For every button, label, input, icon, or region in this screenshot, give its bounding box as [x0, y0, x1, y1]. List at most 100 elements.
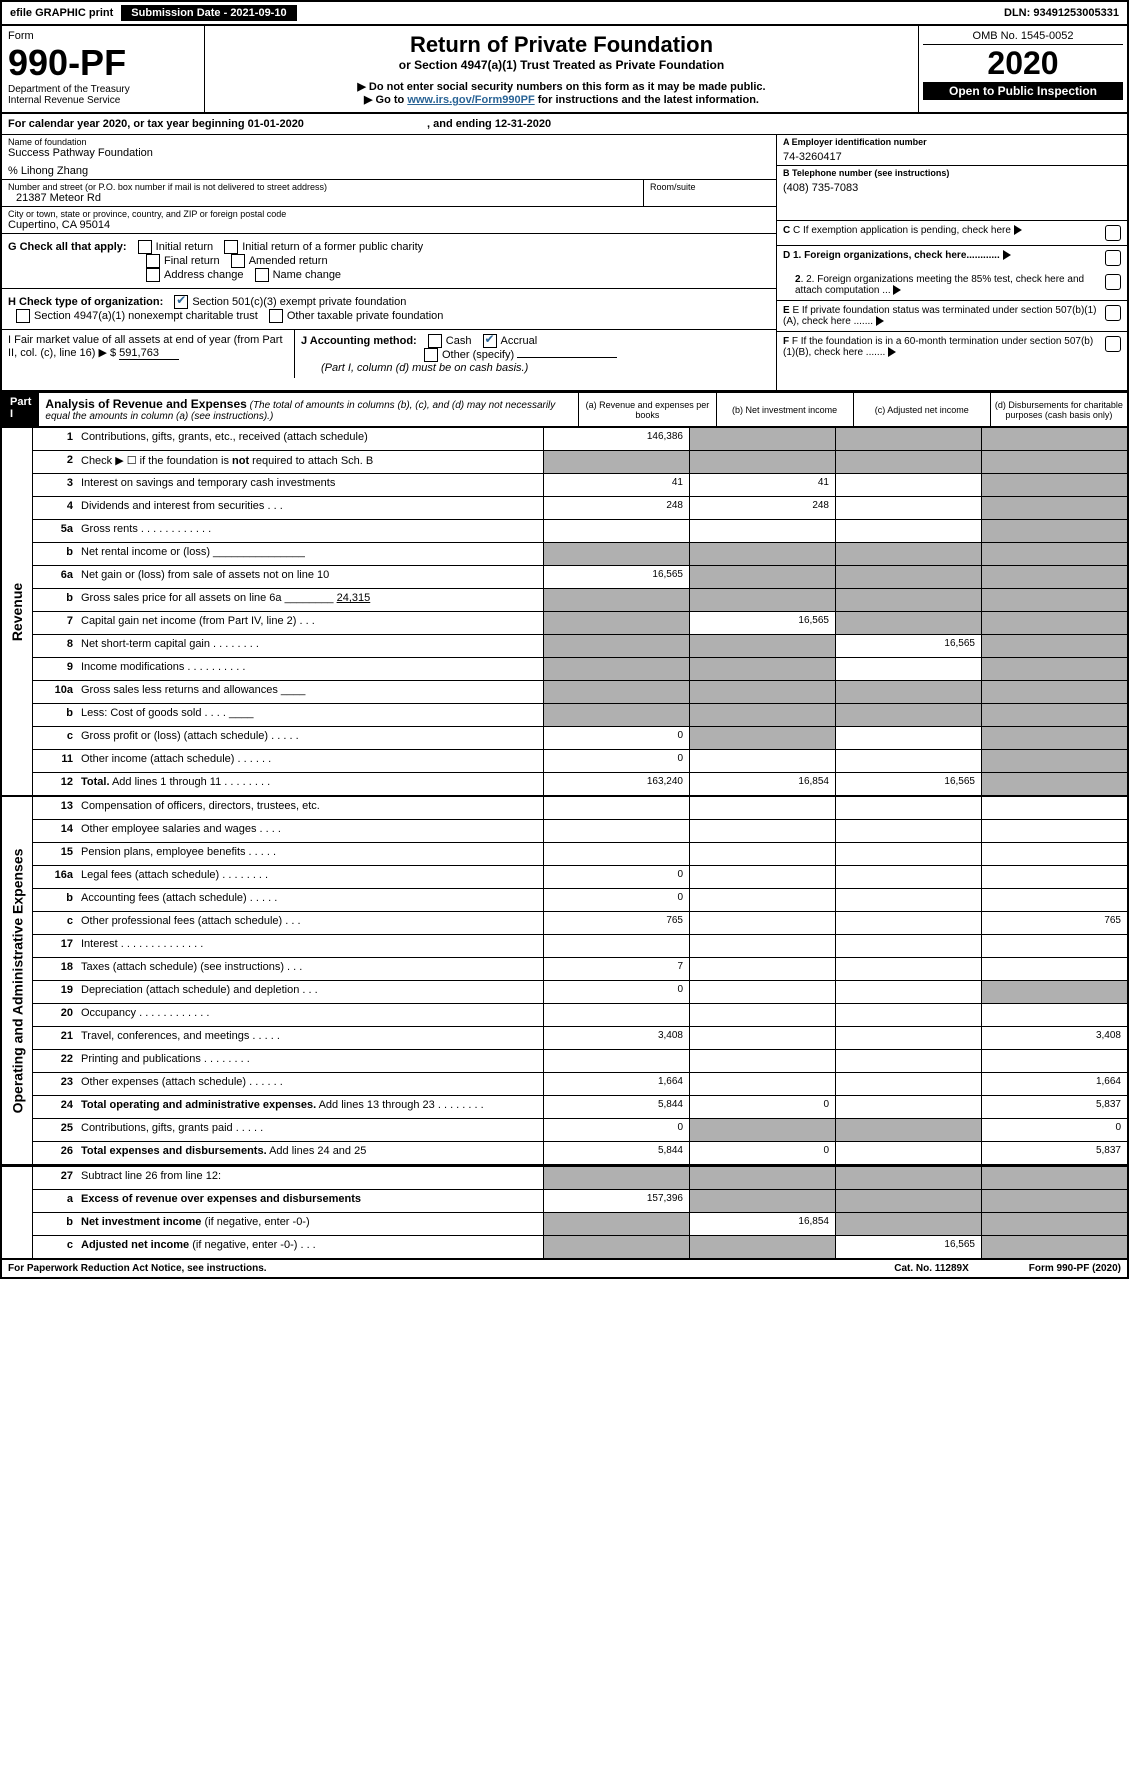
checkbox-cash[interactable] — [428, 334, 442, 348]
row-label: Other professional fees (attach schedule… — [77, 912, 543, 934]
cell-b — [689, 635, 835, 657]
cell-c — [835, 912, 981, 934]
cell-b — [689, 958, 835, 980]
row-number: 5a — [33, 520, 77, 542]
page-footer: For Paperwork Reduction Act Notice, see … — [2, 1258, 1127, 1277]
dept-label: Department of the Treasury — [8, 84, 198, 95]
table-row: bAccounting fees (attach schedule) . . .… — [33, 888, 1127, 911]
cell-d — [981, 474, 1127, 496]
checkbox-name-change[interactable] — [255, 268, 269, 282]
cell-d — [981, 497, 1127, 519]
j-o3: Other (specify) — [442, 349, 514, 361]
row-label: Taxes (attach schedule) (see instruction… — [77, 958, 543, 980]
row-number: 1 — [33, 428, 77, 450]
checkbox-f[interactable] — [1105, 336, 1121, 352]
cell-b — [689, 981, 835, 1003]
row-number: b — [33, 1213, 77, 1235]
checkbox-other-taxable[interactable] — [269, 309, 283, 323]
ein-label: A Employer identification number — [783, 137, 1121, 147]
expense-rows: 13Compensation of officers, directors, t… — [33, 796, 1127, 1164]
info-left: Name of foundation Success Pathway Found… — [2, 135, 776, 390]
checkbox-e[interactable] — [1105, 305, 1121, 321]
row-label: Other expenses (attach schedule) . . . .… — [77, 1073, 543, 1095]
checkbox-501c3[interactable] — [174, 295, 188, 309]
cell-d — [981, 727, 1127, 749]
row-label: Printing and publications . . . . . . . … — [77, 1050, 543, 1072]
instr-link[interactable]: www.irs.gov/Form990PF — [407, 94, 534, 106]
cell-b — [689, 1167, 835, 1189]
cell-c — [835, 1213, 981, 1235]
checkbox-address-change[interactable] — [146, 268, 160, 282]
cell-c — [835, 1119, 981, 1141]
cell-c — [835, 889, 981, 911]
table-row: 12Total. Add lines 1 through 11 . . . . … — [33, 772, 1127, 795]
row-number: 6a — [33, 566, 77, 588]
checkbox-amended-return[interactable] — [231, 254, 245, 268]
cell-c — [835, 727, 981, 749]
cell-d — [981, 543, 1127, 565]
cell-d — [981, 520, 1127, 542]
table-row: 22Printing and publications . . . . . . … — [33, 1049, 1127, 1072]
address: 21387 Meteor Rd — [8, 192, 637, 204]
room-label: Room/suite — [650, 182, 770, 192]
irs-label: Internal Revenue Service — [8, 95, 198, 106]
row-number: 10a — [33, 681, 77, 703]
row-label: Contributions, gifts, grants paid . . . … — [77, 1119, 543, 1141]
cell-a: 41 — [543, 474, 689, 496]
cell-b — [689, 1027, 835, 1049]
table-row: cAdjusted net income (if negative, enter… — [33, 1235, 1127, 1258]
checkbox-initial-return-former[interactable] — [224, 240, 238, 254]
checkbox-other-method[interactable] — [424, 348, 438, 362]
open-public-label: Open to Public Inspection — [923, 82, 1123, 100]
cell-c — [835, 820, 981, 842]
calyear-mid: , and ending — [427, 118, 495, 130]
cell-d — [981, 1190, 1127, 1212]
address-field: Number and street (or P.O. box number if… — [2, 180, 644, 206]
row-label: Capital gain net income (from Part IV, l… — [77, 612, 543, 634]
cell-b — [689, 820, 835, 842]
row-number: 24 — [33, 1096, 77, 1118]
part1-header: Part I Analysis of Revenue and Expenses … — [2, 391, 1127, 427]
cell-a: 0 — [543, 727, 689, 749]
instr-1: ▶ Do not enter social security numbers o… — [211, 80, 912, 93]
checkbox-initial-return[interactable] — [138, 240, 152, 254]
row-number: 7 — [33, 612, 77, 634]
form-page: efile GRAPHIC print Submission Date - 20… — [0, 0, 1129, 1279]
topbar: efile GRAPHIC print Submission Date - 20… — [2, 2, 1127, 26]
cell-a — [543, 451, 689, 473]
cell-b — [689, 589, 835, 611]
row-label: Other employee salaries and wages . . . … — [77, 820, 543, 842]
calyear-end: 12-31-2020 — [495, 118, 551, 130]
checkbox-accrual[interactable] — [483, 334, 497, 348]
checkbox-c[interactable] — [1105, 225, 1121, 241]
part1-label: Part I — [2, 393, 39, 426]
row-label: Adjusted net income (if negative, enter … — [77, 1236, 543, 1258]
cell-d — [981, 1004, 1127, 1026]
foundation-name-field: Name of foundation Success Pathway Found… — [2, 135, 776, 180]
table-row: aExcess of revenue over expenses and dis… — [33, 1189, 1127, 1212]
col-c-header: (c) Adjusted net income — [853, 393, 990, 426]
cell-a — [543, 935, 689, 957]
table-row: 6aNet gain or (loss) from sale of assets… — [33, 565, 1127, 588]
table-row: 8Net short-term capital gain . . . . . .… — [33, 634, 1127, 657]
row-label: Less: Cost of goods sold . . . . ____ — [77, 704, 543, 726]
table-row: bNet investment income (if negative, ent… — [33, 1212, 1127, 1235]
cell-b — [689, 1236, 835, 1258]
table-row: 4Dividends and interest from securities … — [33, 496, 1127, 519]
row-label: Net short-term capital gain . . . . . . … — [77, 635, 543, 657]
h-o1: Section 501(c)(3) exempt private foundat… — [192, 296, 406, 308]
table-row: 26Total expenses and disbursements. Add … — [33, 1141, 1127, 1164]
cell-a — [543, 1213, 689, 1235]
checkbox-final-return[interactable] — [146, 254, 160, 268]
table-row: cGross profit or (loss) (attach schedule… — [33, 726, 1127, 749]
checkbox-d1[interactable] — [1105, 250, 1121, 266]
row-number: c — [33, 1236, 77, 1258]
row-label: Total operating and administrative expen… — [77, 1096, 543, 1118]
cell-b — [689, 1190, 835, 1212]
cell-c: 16,565 — [835, 773, 981, 795]
cell-a: 0 — [543, 750, 689, 772]
row-number: b — [33, 589, 77, 611]
checkbox-4947[interactable] — [16, 309, 30, 323]
checkbox-d2[interactable] — [1105, 274, 1121, 290]
c-text: C If exemption application is pending, c… — [793, 225, 1011, 236]
